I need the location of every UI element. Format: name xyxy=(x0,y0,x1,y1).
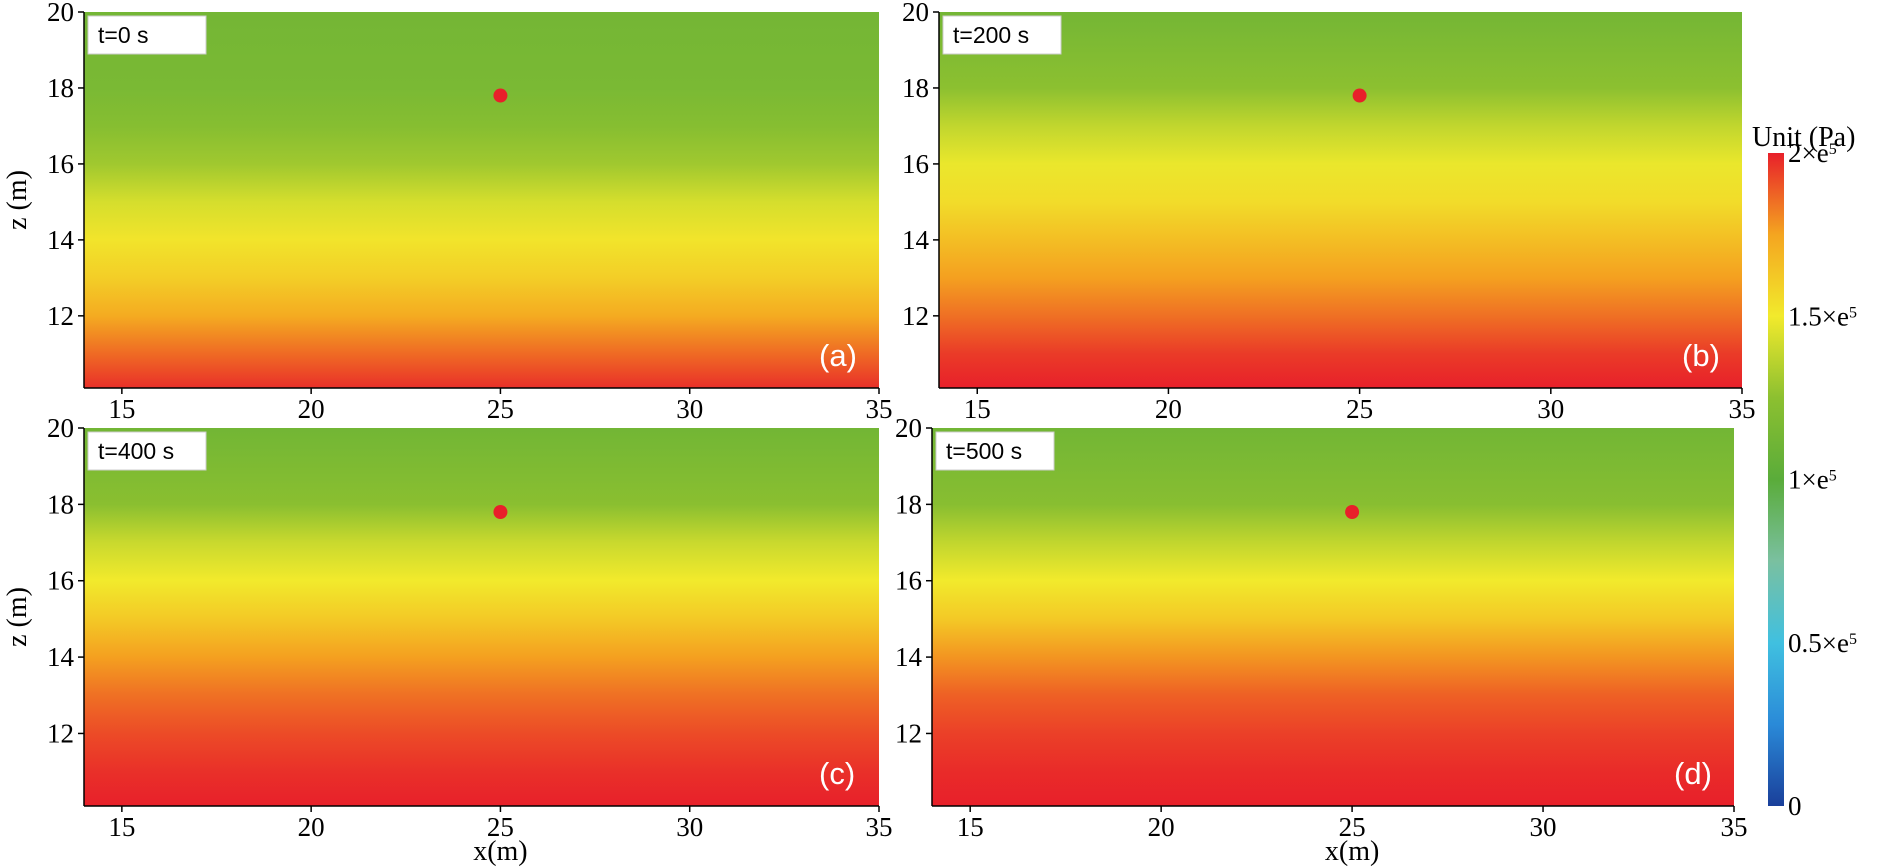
panel-label: (c) xyxy=(819,756,855,791)
heatmap-panel-b: 15 20 25 30 35 12 14 16 18 20 t=200 s (b) xyxy=(902,0,1756,424)
colorbar-tick-label: 0 xyxy=(1788,791,1802,821)
time-label-box: t=400 s xyxy=(87,431,207,471)
panel-label: (b) xyxy=(1682,338,1720,373)
x-tick-label: 30 xyxy=(676,812,703,842)
y-tick-label: 20 xyxy=(902,0,929,27)
x-tick-label: 15 xyxy=(964,394,991,424)
y-axis-title: z (m) xyxy=(2,587,33,647)
y-tick-label: 18 xyxy=(895,489,922,519)
x-tick-label: 15 xyxy=(108,812,135,842)
y-tick-label: 12 xyxy=(902,301,929,331)
x-tick-label: 30 xyxy=(1530,812,1557,842)
colorbar-title: Unit (Pa) xyxy=(1752,122,1855,153)
x-tick-label: 20 xyxy=(1155,394,1182,424)
time-label: t=500 s xyxy=(946,438,1022,464)
time-label-box: t=500 s xyxy=(935,431,1055,471)
y-tick-label: 20 xyxy=(895,413,922,443)
y-tick-label: 14 xyxy=(895,642,923,672)
x-tick-label: 25 xyxy=(487,812,514,842)
x-tick-label: 15 xyxy=(108,394,135,424)
y-tick-label: 20 xyxy=(47,0,74,27)
y-tick-label: 20 xyxy=(47,413,74,443)
y-tick-label: 16 xyxy=(895,566,922,596)
x-tick-label: 30 xyxy=(676,394,703,424)
heatmap-panel-a: 15 20 25 30 35 12 14 16 18 20 t=0 s (a) z (m) xyxy=(2,0,893,424)
y-tick-label: 12 xyxy=(47,718,74,748)
panel-label: (a) xyxy=(819,338,857,373)
x-tick-label: 35 xyxy=(866,394,893,424)
time-label-background xyxy=(87,15,207,55)
time-label-background xyxy=(942,15,1062,55)
colorbar-tick-label: 1×e5 xyxy=(1788,465,1837,495)
heatmap-field xyxy=(84,12,879,388)
y-tick-label: 14 xyxy=(47,225,75,255)
x-tick-label: 35 xyxy=(866,812,893,842)
monitor-point-marker xyxy=(493,88,508,103)
x-tick-label: 20 xyxy=(298,394,325,424)
time-label: t=0 s xyxy=(98,22,149,48)
y-tick-label: 12 xyxy=(895,718,922,748)
colorbar-tick-label: 1.5×e5 xyxy=(1788,301,1857,331)
heatmap-panel-c: 15 20 25 30 35 12 14 16 18 20 t=400 s (c) z (m) x(m) xyxy=(2,413,893,867)
y-tick-label: 14 xyxy=(47,642,75,672)
y-tick-label: 12 xyxy=(47,301,74,331)
y-tick-label: 18 xyxy=(47,489,74,519)
time-label-background xyxy=(87,431,207,471)
monitor-point-marker xyxy=(1352,88,1367,103)
y-tick-label: 18 xyxy=(902,73,929,103)
time-label-box: t=0 s xyxy=(87,15,207,55)
time-label: t=200 s xyxy=(953,22,1029,48)
y-tick-label: 16 xyxy=(47,149,74,179)
time-label-box: t=200 s xyxy=(942,15,1062,55)
x-tick-label: 25 xyxy=(1339,812,1366,842)
x-tick-label: 35 xyxy=(1721,812,1748,842)
colorbar-tick-label: 2×e5 xyxy=(1788,138,1837,168)
panels: 15 20 25 30 35 12 14 16 18 20 t=0 s (a) z (m) 15 20 25 3… xyxy=(2,0,1756,867)
colorbar: 2×e5 1.5×e5 1×e5 0.5×e5 0 Unit (Pa) xyxy=(1752,122,1857,821)
x-tick-label: 25 xyxy=(1346,394,1373,424)
x-tick-label: 25 xyxy=(487,394,514,424)
heatmap-panel-d: 15 20 25 30 35 12 14 16 18 20 t=500 s (d) x(m) xyxy=(895,413,1748,867)
panel-label: (d) xyxy=(1674,756,1712,791)
y-tick-label: 14 xyxy=(902,225,930,255)
x-tick-label: 20 xyxy=(1148,812,1175,842)
heatmap-field xyxy=(84,428,879,806)
x-tick-label: 15 xyxy=(957,812,984,842)
heatmap-field xyxy=(939,12,1742,388)
heatmap-field xyxy=(932,428,1734,806)
colorbar-tick-label: 0.5×e5 xyxy=(1788,628,1857,658)
y-tick-label: 16 xyxy=(902,149,929,179)
time-label-background xyxy=(935,431,1055,471)
x-axis-title: x(m) xyxy=(1325,836,1379,867)
x-tick-label: 20 xyxy=(298,812,325,842)
monitor-point-marker xyxy=(1345,505,1360,519)
time-label: t=400 s xyxy=(98,438,174,464)
x-tick-label: 30 xyxy=(1537,394,1564,424)
monitor-point-marker xyxy=(493,505,508,519)
x-axis-title: x(m) xyxy=(473,836,527,867)
y-tick-label: 18 xyxy=(47,73,74,103)
y-tick-label: 16 xyxy=(47,566,74,596)
x-tick-label: 35 xyxy=(1729,394,1756,424)
y-axis-title: z (m) xyxy=(2,170,33,230)
colorbar-bar xyxy=(1768,153,1784,806)
